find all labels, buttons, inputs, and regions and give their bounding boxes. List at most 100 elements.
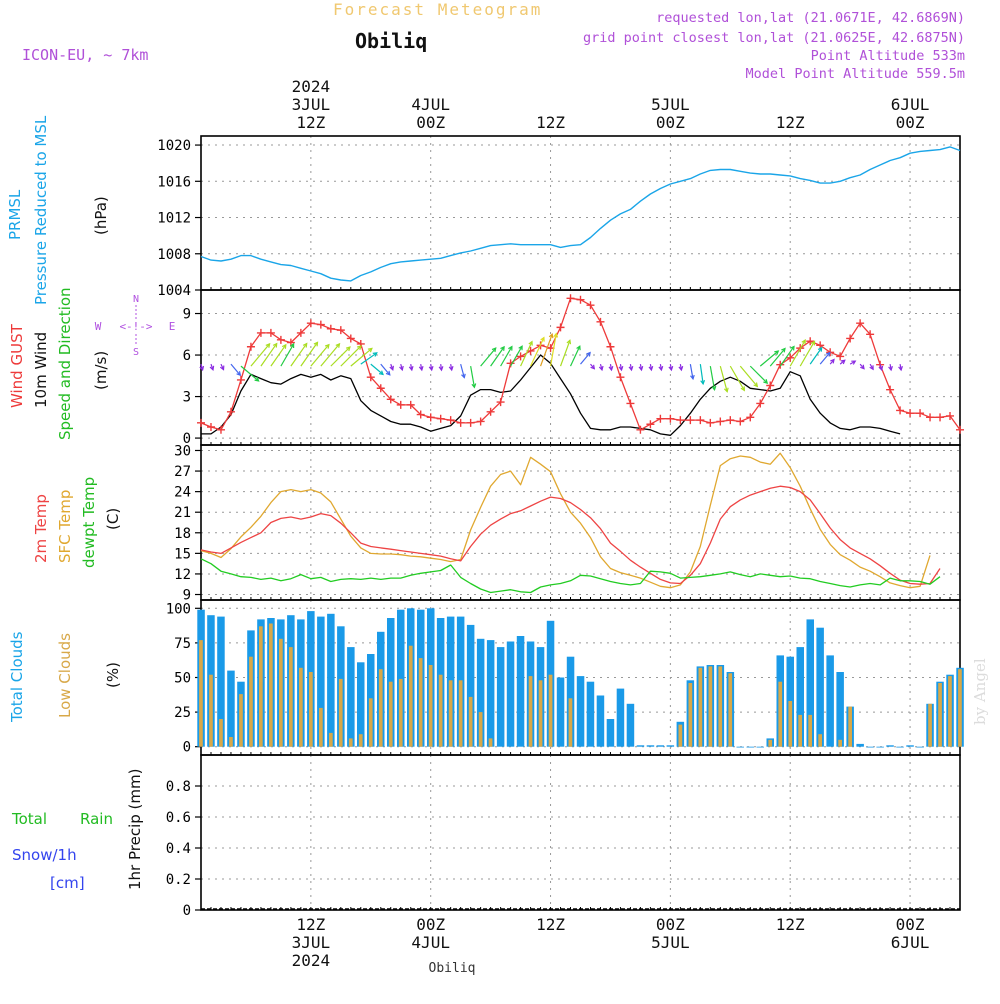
bottom-time-label: 5JUL — [651, 933, 690, 952]
left-labels: PRMSL Pressure Reduced to MSL (hPa) Wind… — [6, 115, 144, 892]
total-cloud-bar — [856, 743, 864, 747]
wind-dir-arrowhead — [313, 341, 319, 347]
gust-marker — [866, 330, 875, 339]
temp-unit: (C) — [104, 508, 122, 530]
wind-dir-arrowhead — [508, 345, 513, 351]
clouds-unit: (%) — [104, 662, 122, 688]
precip-unit: 1hr Precip (mm) — [126, 769, 144, 890]
wind-dir-arrowhead — [367, 347, 373, 353]
wind-dir-arrowhead — [790, 345, 795, 351]
gust-marker — [566, 294, 575, 303]
gust-marker — [736, 417, 745, 426]
low-cloud-bar — [319, 707, 323, 747]
low-cloud-bar — [528, 676, 533, 747]
bottom-time-label: 2024 — [292, 951, 331, 970]
wind-dir-arrow — [370, 363, 384, 375]
ytick-label-temperature: 30 — [174, 443, 191, 459]
gust-marker — [676, 416, 685, 425]
total-cloud-bar — [516, 636, 525, 747]
wind-dir-arrow — [380, 363, 391, 376]
wind-dir-arrowhead — [774, 350, 780, 355]
ytick-label-clouds: 25 — [174, 705, 191, 721]
frame-pressure — [200, 135, 961, 291]
wind-dir-arrow — [510, 345, 523, 367]
gust-marker — [896, 406, 905, 415]
precip-snow-label: Snow/1h — [12, 846, 77, 864]
gust-marker — [476, 417, 485, 426]
wind-dir-arrowhead — [740, 386, 745, 392]
total-cloud-bar — [616, 688, 625, 747]
wind-dir-arrow — [779, 346, 795, 367]
pressure-label-2: Pressure Reduced to MSL — [32, 115, 50, 305]
low-cloud-bar — [239, 694, 243, 747]
low-cloud-bar — [428, 665, 433, 747]
wind-dir-arrowhead — [851, 360, 857, 365]
total-cloud-bar — [317, 616, 325, 747]
wind-dir-arrow — [480, 347, 497, 367]
total-cloud-bar — [626, 703, 635, 747]
wind-dir-arrow — [280, 343, 295, 367]
top-time-label: 5JUL — [651, 95, 690, 114]
total-cloud-bar — [496, 647, 505, 747]
wind-dir-arrow — [460, 363, 465, 378]
dewpt-label: dewpt Temp — [80, 477, 98, 568]
wind-dir-arrowhead — [265, 342, 271, 348]
ytick-label-temperature: 9 — [183, 588, 191, 604]
wind-dir-arrow — [539, 333, 553, 367]
wind-dir-arrowhead — [219, 365, 225, 371]
total-cloud-bar — [576, 676, 585, 747]
wind-dir-arrowhead — [638, 366, 644, 372]
top-time-label: 6JUL — [891, 95, 930, 114]
total-cloud-bar — [506, 641, 515, 747]
bottom-time-label: 12Z — [296, 915, 325, 934]
wind-dir-arrow — [470, 366, 475, 388]
total-cloud-bar — [476, 638, 485, 747]
total-cloud-bar — [916, 746, 924, 748]
wind-dir-arrowhead — [840, 359, 846, 365]
gust-marker — [236, 375, 245, 384]
ytick-label-pressure: 1012 — [157, 211, 191, 227]
total-cloud-bar — [756, 746, 764, 748]
low-cloud-bar — [548, 674, 553, 747]
low-cloud-bar — [209, 674, 213, 747]
total-cloud-bar — [486, 640, 495, 747]
wind-dir-arrowhead — [209, 365, 215, 371]
pressure-line — [200, 146, 961, 282]
gust-marker — [386, 395, 395, 404]
wind-dir-arrow — [310, 344, 330, 367]
wind-dir-arrow — [520, 341, 533, 367]
credit-watermark: by Angel — [971, 658, 989, 725]
gust-marker — [906, 409, 915, 418]
total-cloud-bar — [826, 655, 834, 747]
wind-dir-arrowhead — [491, 347, 497, 353]
wind-dir-arrowhead — [302, 342, 308, 348]
panel-pressure: 1004 1008 1012 1016 1020 — [157, 135, 961, 299]
wind-dir-arrow — [689, 364, 694, 379]
wind-dir-arrow — [559, 340, 571, 367]
gust-marker — [726, 416, 735, 425]
wind-dir-arrowhead — [389, 365, 394, 371]
gust-marker — [456, 418, 465, 427]
wind-dir-arrowhead — [658, 366, 664, 372]
low-cloud-bar — [418, 658, 423, 747]
low-cloud-bar — [458, 680, 463, 747]
gust-marker — [516, 352, 525, 361]
total-cloud-bar — [666, 745, 675, 747]
wind-dir-arrowhead — [700, 379, 706, 386]
bottom-time-label: 4JUL — [411, 933, 450, 952]
wind-dir-arrowhead — [648, 366, 654, 372]
gust-marker — [956, 425, 964, 434]
wind-dir-arrow — [300, 342, 318, 367]
gust-marker — [426, 413, 435, 422]
gust-marker — [836, 352, 845, 361]
wind-dir-arrow — [0, 0, 910, 364]
low-cloud-bar — [378, 669, 383, 747]
gust-marker — [706, 418, 715, 427]
wind-dir-arrowhead — [817, 346, 823, 352]
low-cloud-bar — [338, 678, 343, 747]
model-label: ICON-EU, ~ 7km — [22, 46, 148, 64]
low-cloud-bar — [688, 683, 693, 747]
wind-label: 10m Wind — [32, 332, 50, 408]
low-cloud-bar — [468, 696, 473, 747]
gust-marker — [326, 324, 335, 333]
